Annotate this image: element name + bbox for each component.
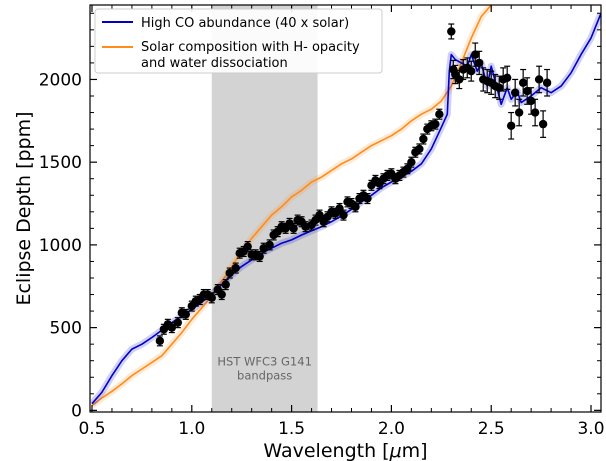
data-point [255,252,264,261]
legend: High CO abundance (40 x solar) Solar com… [94,8,383,74]
data-point [506,121,516,130]
data-point [217,290,226,299]
data-point [522,86,532,96]
data-point [363,194,372,203]
data-point [471,50,480,59]
axes-group: 0.5 1.0 1.5 2.0 2.5 3.0 0 500 1000 1500 2000 [39,5,605,439]
data-point [231,263,240,273]
y-tick-label: 1500 [39,153,82,173]
y-tick-label: 2000 [39,70,82,90]
legend-entry-solar: Solar composition with H- opacity and wat… [141,40,360,71]
data-point [510,88,520,97]
data-point [243,242,252,251]
data-point [289,224,298,233]
data-point [538,119,548,129]
data-point [167,323,177,332]
y-tick-label: 0 [71,401,82,421]
data-point [207,293,216,303]
x-axis-title: Wavelength [μm] [263,440,427,461]
x-tick-label: 1.5 [278,419,305,439]
y-tick-label: 500 [50,319,82,339]
data-point [419,134,428,144]
data-point [526,96,536,106]
x-tick-label: 2.0 [378,419,405,439]
data-point [494,83,504,92]
x-tick-label: 2.5 [478,419,505,439]
data-point [455,75,464,84]
data-point [339,210,348,220]
observations-group [155,23,552,347]
data-point [181,310,191,319]
x-tick-label: 3.0 [577,419,604,439]
data-point [467,66,476,76]
data-point [542,78,552,87]
data-point [155,336,165,346]
data-point [514,108,524,117]
x-tick-label: 0.5 [78,419,105,439]
legend-box [94,8,383,74]
bandpass-label-line1: HST WFC3 G141 [217,355,311,369]
solar-model-line [91,5,492,407]
data-point [447,27,456,36]
data-point [431,119,440,129]
data-point [534,75,544,84]
data-point [530,108,540,117]
y-tick-label: 1000 [39,236,82,256]
plot-frame [89,4,602,413]
data-point [518,78,528,87]
y-axis-title: Eclipse Depth [ppm] [13,111,35,305]
data-point [173,318,183,327]
data-point [475,58,484,68]
legend-entry-high-co: High CO abundance (40 x solar) [141,16,349,31]
data-point [502,73,512,82]
x-tick-label: 1.0 [178,419,205,439]
data-point [407,157,416,167]
data-point [435,109,444,119]
data-point [415,144,424,154]
data-point [225,268,234,278]
bandpass-label-line2: bandpass [237,369,292,383]
data-point [265,240,274,250]
data-point [351,202,360,212]
data-point [221,280,230,289]
